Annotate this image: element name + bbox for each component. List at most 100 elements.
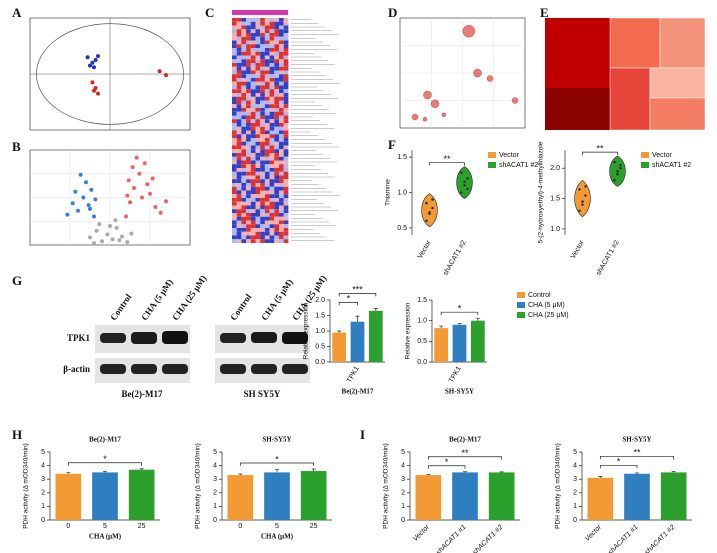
heatmap-cell	[246, 216, 251, 221]
significance-bracket	[599, 455, 675, 460]
point	[73, 189, 78, 194]
heatmap-cell	[264, 209, 270, 213]
heatmap-cell	[241, 44, 247, 48]
heatmap-cell	[250, 51, 256, 56]
heatmap-cell	[246, 29, 251, 33]
heatmap-cell	[241, 198, 247, 202]
y-tick-label: 2	[573, 490, 577, 497]
heatmap-cell	[274, 213, 279, 217]
heatmap-cell	[246, 108, 251, 112]
heatmap-cell	[279, 115, 284, 120]
point	[108, 224, 112, 228]
heatmap-cell	[250, 89, 256, 93]
heatmap-cell	[260, 141, 265, 146]
heatmap-cell	[274, 168, 279, 172]
heatmap-cell	[246, 74, 251, 78]
heatmap-cell	[283, 85, 289, 90]
heatmap-cell	[279, 156, 284, 161]
point	[65, 212, 70, 217]
heatmap-cell	[279, 145, 284, 150]
heatmap-cell	[255, 209, 261, 213]
heatmap-cell	[241, 81, 247, 86]
heatmap-cell	[255, 96, 261, 101]
heatmap-cell	[246, 111, 251, 116]
heatmap-cell	[283, 89, 289, 93]
heatmap-cell	[260, 220, 265, 225]
point	[100, 239, 104, 244]
y-tick-label: 1.0	[550, 226, 560, 233]
heatmap-cell	[279, 179, 284, 183]
heatmap-cell	[246, 145, 251, 150]
heatmap-cell	[241, 205, 247, 210]
heatmap-cell	[236, 74, 242, 78]
heatmap-cell	[279, 134, 284, 138]
point	[145, 182, 150, 187]
significance-bracket	[67, 462, 143, 466]
heatmap-cell	[260, 235, 265, 240]
chart-title: Be(2)-M17	[449, 436, 481, 444]
heatmap-cell	[232, 104, 237, 108]
heatmap-cell	[255, 44, 261, 48]
heatmap-cell	[255, 216, 261, 221]
heatmap-cell	[274, 156, 279, 161]
point	[84, 180, 88, 185]
heatmap-cell	[260, 153, 265, 157]
bar	[587, 477, 614, 520]
heatmap-cell	[246, 209, 251, 213]
y-tick-label: 3	[573, 476, 577, 483]
heatmap-cell	[269, 29, 275, 33]
legend-label: Vector	[499, 152, 520, 159]
error-bar	[671, 470, 676, 473]
heatmap-cell	[250, 44, 256, 48]
heatmap-cell	[279, 25, 284, 30]
point	[164, 199, 168, 204]
heatmap-cell	[279, 194, 284, 198]
heatmap-cell	[250, 96, 256, 101]
heatmap-cell	[264, 108, 270, 112]
heatmap-cell	[264, 231, 270, 236]
significance-bracket	[427, 465, 466, 469]
heatmap-cell	[260, 168, 265, 172]
heatmap-cell	[255, 40, 261, 45]
point	[97, 222, 102, 227]
heatmap-cell	[246, 239, 251, 243]
heatmap-cell	[260, 231, 265, 236]
heatmap-cell	[250, 63, 256, 67]
heatmap-cell	[255, 108, 261, 112]
heatmap-cell	[279, 149, 284, 153]
heatmap-cell	[246, 156, 251, 161]
heatmap-cell	[255, 85, 261, 90]
heatmap-cell	[236, 44, 242, 48]
heatmap-cell	[274, 18, 279, 22]
bar	[470, 320, 485, 362]
heatmap-cell	[255, 134, 261, 138]
heatmap-cell	[241, 29, 247, 33]
significance-bracket	[599, 464, 638, 469]
heatmap-cell	[260, 213, 265, 217]
point	[96, 91, 100, 96]
heatmap-cell	[274, 134, 279, 138]
point	[425, 219, 428, 223]
heatmap-cell	[255, 104, 261, 108]
heatmap-cell	[279, 100, 284, 105]
chart-title: SH-SY5Y	[262, 436, 291, 444]
heatmap-cell	[232, 216, 237, 221]
heatmap-cell	[274, 74, 279, 78]
heatmap-cell	[264, 36, 270, 41]
heatmap-cell	[246, 149, 251, 153]
point	[132, 186, 136, 190]
heatmap-cell	[279, 44, 284, 48]
heatmap-cell	[269, 130, 275, 135]
heatmap-cell	[274, 138, 279, 142]
heatmap-cell	[269, 119, 275, 123]
blot-row: β-actin	[63, 364, 90, 374]
treemap	[545, 17, 706, 131]
point	[93, 58, 98, 62]
heatmap-cell	[264, 33, 270, 37]
heatmap-cell	[264, 156, 270, 161]
point	[140, 195, 144, 200]
legend-swatch	[488, 162, 496, 168]
heatmap-cell	[283, 138, 289, 142]
point	[616, 173, 619, 176]
heatmap-cell	[236, 104, 242, 108]
